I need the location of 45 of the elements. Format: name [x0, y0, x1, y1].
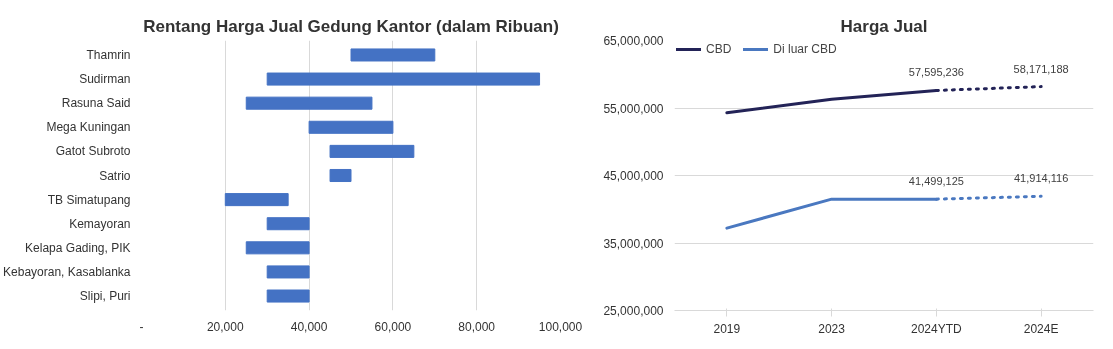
- y-tick-label: TB Simatupang: [47, 192, 131, 207]
- legend-label: Di luar CBD: [773, 42, 837, 56]
- bar: [245, 241, 310, 255]
- chart-title: Harga Jual: [840, 16, 928, 36]
- x-tick-label: 2019: [713, 321, 741, 336]
- bar: [266, 217, 310, 231]
- y-tick-label: 55,000,000: [603, 101, 664, 116]
- y-tick-label: Thamrin: [86, 47, 131, 62]
- bar: [245, 96, 373, 110]
- y-tick-label: Rasuna Said: [61, 96, 131, 111]
- bar: [266, 72, 541, 86]
- x-tick-label: 60,000: [374, 319, 412, 334]
- y-tick-label: Gatot Subroto: [55, 144, 131, 159]
- data-label: 58,171,188: [1013, 62, 1069, 75]
- bar: [329, 168, 352, 183]
- bar: [350, 48, 436, 62]
- legend-label: CBD: [706, 42, 732, 56]
- bar: [266, 265, 310, 279]
- bar: [329, 144, 415, 158]
- y-tick-label: 65,000,000: [603, 34, 664, 48]
- x-tick-label: -: [139, 319, 144, 334]
- y-tick-label: Kebayoran, Kasablanka: [3, 264, 131, 279]
- y-tick-label: Slipi, Puri: [79, 289, 131, 304]
- data-label: 41,914,116: [1014, 172, 1069, 185]
- x-tick-label: 20,000: [206, 319, 244, 334]
- bar: [308, 120, 394, 134]
- y-tick-label: Mega Kuningan: [46, 120, 131, 135]
- x-tick-label: 100,000: [538, 319, 583, 334]
- data-label: 57,595,236: [908, 66, 964, 79]
- y-tick-label: Sudirman: [79, 72, 131, 87]
- bar: [224, 193, 289, 207]
- y-tick-label: Satrio: [99, 168, 131, 183]
- chart-title: Rentang Harga Jual Gedung Kantor (dalam Ribuan): [143, 16, 559, 36]
- y-tick-label: 45,000,000: [603, 169, 664, 183]
- y-tick-label: 35,000,000: [603, 236, 664, 251]
- y-tick-label: 25,000,000: [603, 304, 664, 318]
- x-tick-label: 2023: [818, 321, 846, 336]
- x-tick-label: 2024YTD: [911, 321, 963, 336]
- bar: [266, 289, 310, 303]
- x-tick-label: 2024E: [1023, 321, 1059, 336]
- x-tick-label: 80,000: [458, 319, 496, 334]
- y-tick-label: Kemayoran: [69, 216, 131, 231]
- y-tick-label: Kelapa Gading, PIK: [25, 240, 131, 255]
- data-label: 41,499,125: [908, 175, 964, 188]
- x-tick-label: 40,000: [290, 319, 328, 334]
